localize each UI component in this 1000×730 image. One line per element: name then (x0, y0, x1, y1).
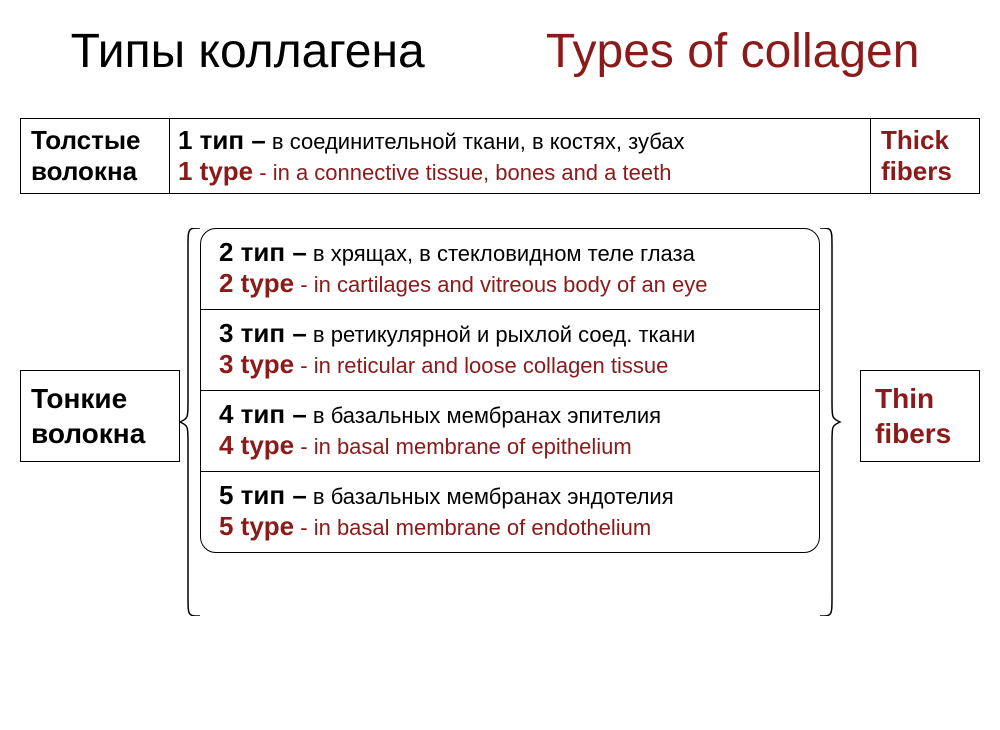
type1-en: 1 type - in a connective tissue, bones a… (178, 156, 862, 187)
thick-content: 1 тип – в соединительной ткани, в костях… (170, 118, 870, 194)
type1-ru: 1 тип – в соединительной ткани, в костях… (178, 125, 862, 156)
type5-en: 5 type - in basal membrane of endotheliu… (219, 511, 801, 542)
type4-en: 4 type - in basal membrane of epithelium (219, 430, 801, 461)
thin-fibers-group: 2 тип – в хрящах, в стекловидном теле гл… (200, 228, 820, 553)
type1-en-lead: 1 type (178, 156, 253, 186)
type3-ru: 3 тип – в ретикулярной и рыхлой соед. тк… (219, 318, 801, 349)
thin-label-en: Thin fibers (860, 370, 980, 462)
thin-label-ru: Тонкие волокна (20, 370, 180, 462)
thick-label-en: Thick fibers (870, 118, 980, 194)
type3-en: 3 type - in reticular and loose collagen… (219, 349, 801, 380)
type1-ru-rest: в соединительной ткани, в костях, зубах (266, 129, 685, 154)
type2-row: 2 тип – в хрящах, в стекловидном теле гл… (201, 229, 819, 310)
type2-en: 2 type - in cartilages and vitreous body… (219, 268, 801, 299)
type4-ru: 4 тип – в базальных мембранах эпителия (219, 399, 801, 430)
brace-left-icon (178, 228, 202, 616)
type1-ru-lead: 1 тип – (178, 125, 266, 155)
title-english: Types of collagen (546, 24, 920, 79)
title-row: Типы коллагена Types of collagen (0, 24, 1000, 79)
thick-label-ru: Толстые волокна (20, 118, 170, 194)
type5-row: 5 тип – в базальных мембранах эндотелия … (201, 472, 819, 552)
type4-row: 4 тип – в базальных мембранах эпителия 4… (201, 391, 819, 472)
thick-fibers-row: Толстые волокна 1 тип – в соединительной… (20, 118, 980, 194)
type3-row: 3 тип – в ретикулярной и рыхлой соед. тк… (201, 310, 819, 391)
title-russian: Типы коллагена (71, 24, 425, 79)
type1-en-rest: - in a connective tissue, bones and a te… (253, 160, 671, 185)
type5-ru: 5 тип – в базальных мембранах эндотелия (219, 480, 801, 511)
brace-right-icon (818, 228, 842, 616)
type2-ru: 2 тип – в хрящах, в стекловидном теле гл… (219, 237, 801, 268)
